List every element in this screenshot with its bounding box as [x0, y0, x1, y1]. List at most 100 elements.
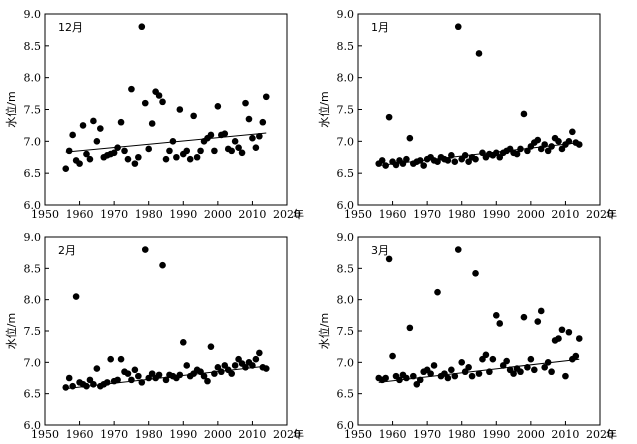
data-point: [416, 157, 424, 164]
x-tick-label: 1980: [448, 208, 476, 221]
data-point: [541, 141, 548, 148]
trend-line: [65, 132, 267, 153]
data-point: [166, 147, 173, 155]
x-tick-label: 1970: [100, 208, 128, 221]
y-axis-label: 水位/m: [4, 313, 18, 349]
data-point: [131, 366, 139, 374]
data-point: [141, 99, 149, 107]
data-point: [513, 150, 521, 158]
data-point: [454, 23, 462, 31]
data-point: [179, 338, 187, 346]
data-point: [572, 352, 580, 360]
y-tick-label: 6.5: [337, 388, 355, 401]
data-point: [461, 152, 469, 159]
data-point: [406, 324, 414, 332]
data-point: [479, 149, 486, 157]
data-point: [448, 366, 455, 374]
data-point: [472, 270, 479, 277]
data-point: [482, 351, 490, 359]
data-point: [444, 157, 452, 164]
x-tick-label: 1960: [66, 208, 94, 221]
y-tick-label: 8.5: [24, 40, 42, 53]
data-point: [242, 364, 249, 371]
data-point: [197, 147, 204, 155]
y-tick-label: 9.0: [24, 231, 42, 244]
data-point: [496, 153, 504, 161]
data-point: [62, 165, 70, 173]
data-point: [403, 374, 410, 382]
data-point: [544, 147, 552, 155]
data-point: [472, 155, 479, 163]
x-tick-label: 2010: [238, 208, 266, 221]
data-point: [90, 380, 97, 388]
y-tick-label: 9.0: [24, 8, 42, 21]
x-tick-label: 1990: [482, 208, 510, 221]
y-tick-label: 7.0: [24, 135, 42, 148]
data-point: [548, 368, 555, 376]
data-point: [492, 149, 500, 157]
x-tick-label: 1970: [100, 428, 128, 441]
data-point: [214, 103, 222, 110]
data-point: [252, 355, 260, 363]
x-tick-label: 2010: [551, 428, 579, 441]
data-point: [176, 371, 184, 379]
data-point: [382, 374, 389, 382]
data-point: [162, 376, 170, 384]
x-tick-label: 1950: [344, 428, 372, 441]
data-point: [69, 131, 76, 139]
data-point: [256, 349, 263, 357]
data-point: [117, 118, 125, 126]
data-point: [475, 370, 483, 377]
x-tick-label: 2000: [204, 208, 232, 221]
x-tick-label: 1960: [379, 208, 407, 221]
data-point: [72, 293, 80, 300]
x-tick-label: 2000: [517, 208, 545, 221]
data-point: [173, 153, 180, 161]
data-point: [531, 366, 538, 374]
x-tick-label: 1960: [379, 428, 407, 441]
data-point: [117, 355, 125, 363]
y-tick-label: 8.5: [24, 262, 42, 275]
data-point: [138, 23, 146, 31]
y-tick-label: 7.5: [337, 325, 355, 338]
y-tick-label: 8.5: [337, 40, 355, 53]
data-point: [128, 376, 135, 384]
data-point: [534, 318, 542, 325]
x-tick-label: 1970: [413, 208, 441, 221]
data-point: [138, 379, 146, 386]
data-point: [496, 320, 504, 327]
y-tick-label: 6.5: [337, 167, 355, 180]
data-point: [211, 370, 218, 377]
data-point: [262, 93, 270, 101]
data-point: [489, 355, 497, 363]
data-point: [527, 355, 535, 363]
data-point: [378, 157, 386, 164]
data-point: [558, 326, 566, 334]
x-tick-label: 1970: [413, 428, 441, 441]
data-point: [252, 144, 260, 151]
data-point: [190, 112, 197, 120]
y-tick-label: 8.0: [337, 72, 355, 85]
y-tick-label: 7.5: [24, 325, 42, 338]
data-point: [218, 368, 225, 376]
data-point: [465, 158, 472, 166]
data-point: [135, 153, 142, 161]
data-point: [62, 384, 70, 391]
data-point: [468, 372, 476, 380]
data-point: [155, 371, 163, 379]
y-tick-label: 6.5: [24, 388, 42, 401]
data-point: [385, 255, 393, 263]
data-point: [448, 152, 455, 159]
data-point: [510, 370, 517, 377]
data-point: [69, 382, 76, 390]
data-point: [475, 50, 483, 57]
data-point: [97, 125, 104, 132]
x-axis-label: 年: [606, 427, 617, 441]
data-point: [430, 362, 438, 369]
y-tick-label: 8.0: [24, 294, 42, 307]
x-axis-label: 年: [606, 207, 617, 221]
